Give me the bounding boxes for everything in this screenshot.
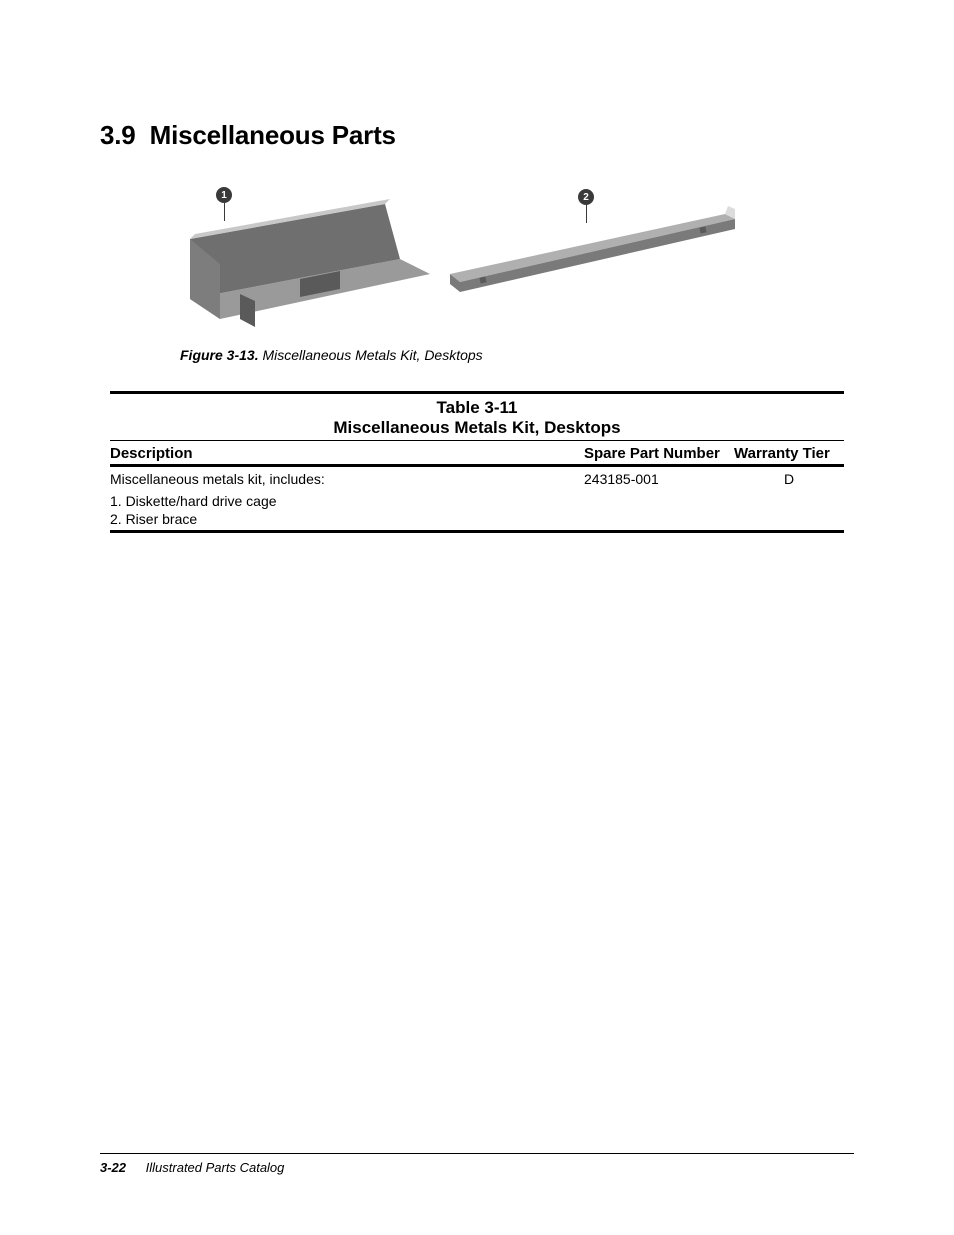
parts-table-wrap: Table 3-11 Miscellaneous Metals Kit, Des…: [110, 391, 844, 533]
section-number: 3.9: [100, 120, 136, 150]
footer-rule: [100, 1153, 854, 1154]
footer-text: 3-22 Illustrated Parts Catalog: [100, 1160, 854, 1175]
book-title: Illustrated Parts Catalog: [146, 1160, 285, 1175]
col-spare-part-number: Spare Part Number: [584, 441, 734, 464]
table-name: Miscellaneous Metals Kit, Desktops: [110, 418, 844, 438]
table-bottom-rule: [110, 530, 844, 533]
figure-caption: Figure 3-13. Miscellaneous Metals Kit, D…: [180, 347, 740, 363]
section-heading: 3.9 Miscellaneous Parts: [100, 120, 854, 151]
callout-2-label: 2: [583, 192, 589, 203]
kit-item: 2. Riser brace: [110, 511, 844, 529]
cell-warranty-tier: D: [734, 467, 844, 489]
parts-table: Description Spare Part Number Warranty T…: [110, 441, 844, 464]
figure-caption-text: Miscellaneous Metals Kit, Desktops: [262, 347, 482, 363]
parts-illustration-svg: [180, 179, 740, 339]
kit-item: 1. Diskette/hard drive cage: [110, 493, 844, 511]
page-footer: 3-22 Illustrated Parts Catalog: [100, 1153, 854, 1175]
riser-brace-icon: [450, 206, 735, 292]
table-title: Table 3-11 Miscellaneous Metals Kit, Des…: [110, 394, 844, 440]
figure-image: 1 2: [180, 179, 740, 339]
parts-table-body: Miscellaneous metals kit, includes: 2431…: [110, 467, 844, 530]
section-title: Miscellaneous Parts: [150, 120, 396, 150]
col-warranty-tier: Warranty Tier: [734, 441, 844, 464]
callout-2: 2: [578, 189, 594, 205]
table-number: Table 3-11: [110, 398, 844, 418]
table-row: 1. Diskette/hard drive cage 2. Riser bra…: [110, 489, 844, 530]
figure-area: 1 2 Figure 3-13. Miscellaneous Metals Ki…: [180, 179, 740, 363]
callout-1-label: 1: [221, 190, 227, 201]
page: 3.9 Miscellaneous Parts: [0, 0, 954, 1235]
page-number: 3-22: [100, 1160, 126, 1175]
cell-spare-part-number: 243185-001: [584, 467, 734, 489]
cell-description: Miscellaneous metals kit, includes:: [110, 467, 584, 489]
table-row: Miscellaneous metals kit, includes: 2431…: [110, 467, 844, 489]
col-description: Description: [110, 441, 584, 464]
callout-1: 1: [216, 187, 232, 203]
drive-cage-icon: [190, 199, 430, 327]
cell-kit-items: 1. Diskette/hard drive cage 2. Riser bra…: [110, 489, 844, 530]
figure-label: Figure 3-13.: [180, 347, 259, 363]
table-header-row: Description Spare Part Number Warranty T…: [110, 441, 844, 464]
